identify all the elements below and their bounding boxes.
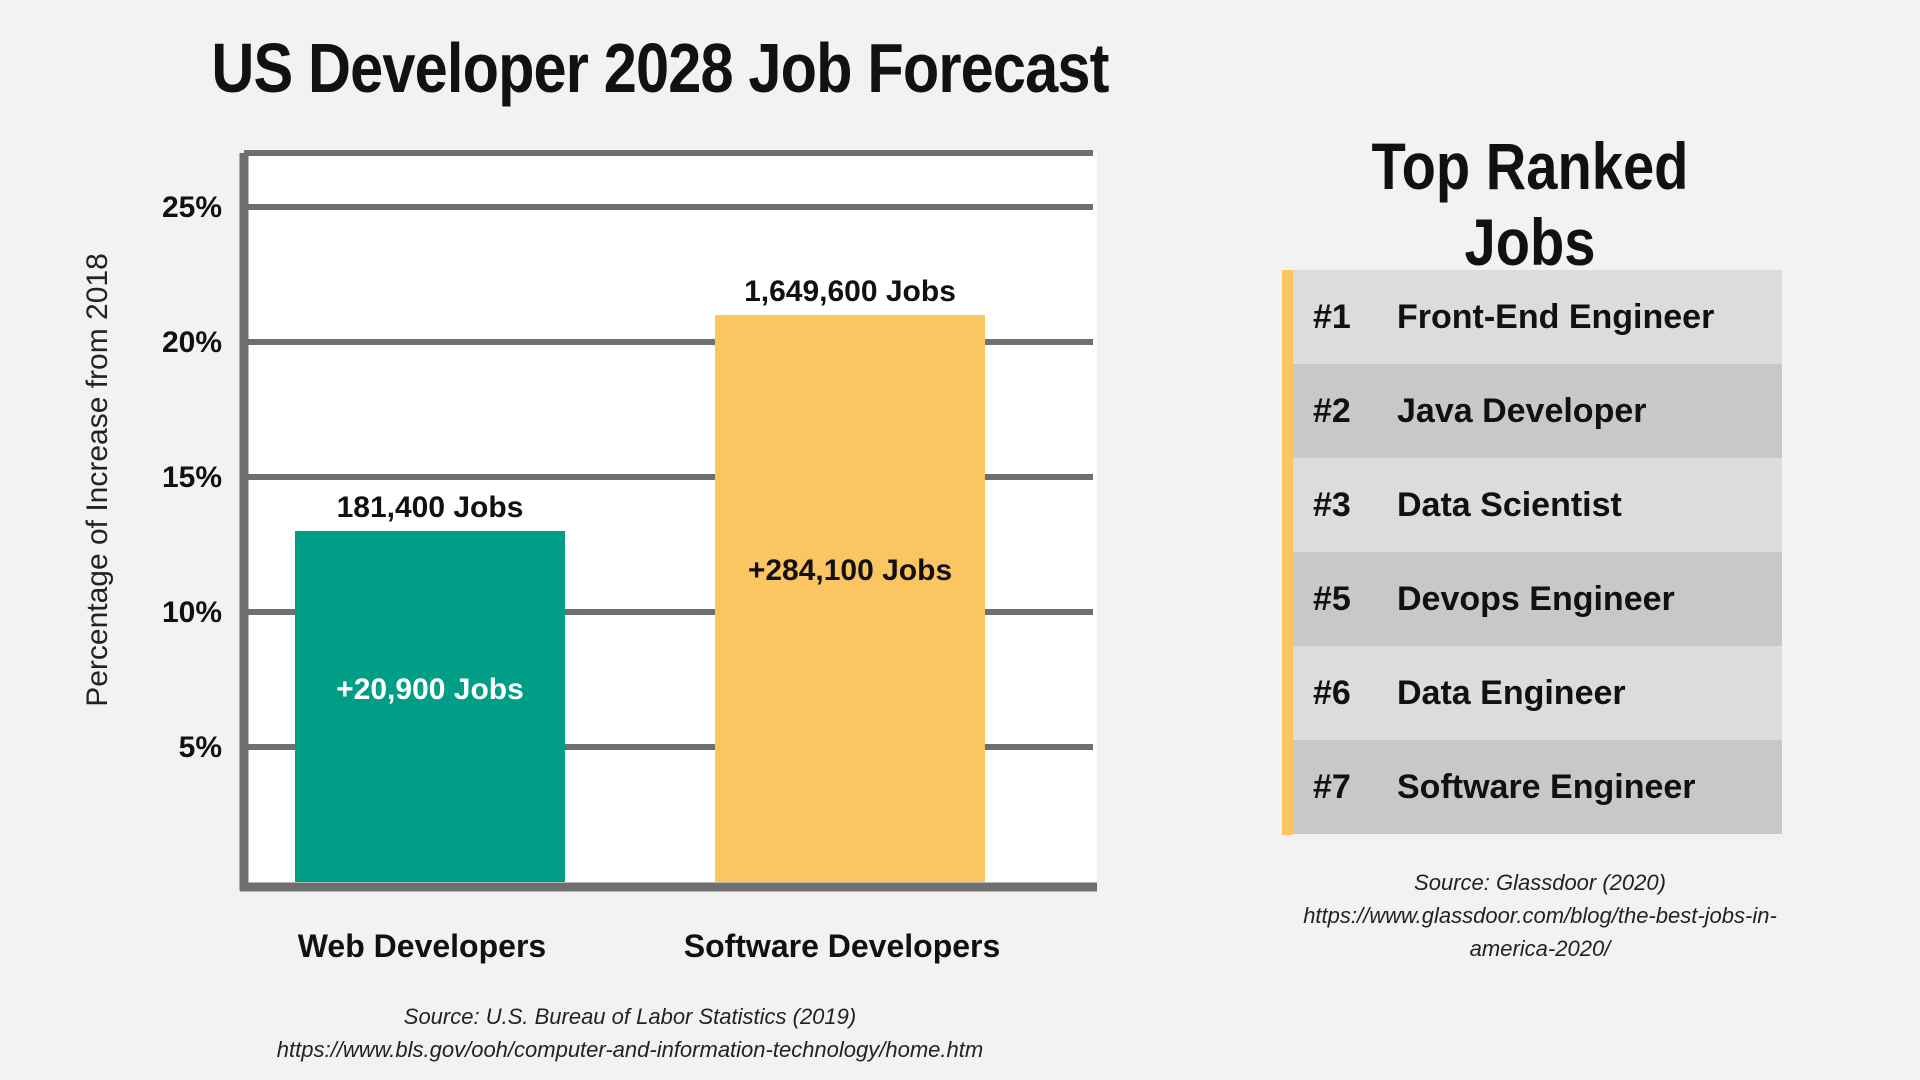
chart-source-line1: Source: U.S. Bureau of Labor Statistics … bbox=[403, 1004, 857, 1029]
ranking-number: #2 bbox=[1313, 391, 1351, 430]
ranking-source: Source: Glassdoor (2020) https://www.gla… bbox=[1260, 866, 1820, 965]
ranking-title: Top Ranked Jobs bbox=[1371, 129, 1689, 279]
ranking-job-title: Front-End Engineer bbox=[1397, 297, 1715, 336]
y-tick-label: 5% bbox=[179, 731, 222, 764]
bar-top-label: 181,400 Jobs bbox=[337, 491, 524, 524]
x-category-label: Web Developers bbox=[298, 928, 546, 964]
ranking-job-title: Java Developer bbox=[1397, 391, 1647, 430]
ranking-row: #2 Java Developer bbox=[1293, 364, 1782, 458]
chart-source-url: https://www.bls.gov/ooh/computer-and-inf… bbox=[276, 1037, 984, 1062]
ranking-row: #1 Front-End Engineer bbox=[1293, 270, 1782, 364]
ranking-source-url-line1: https://www.glassdoor.com/blog/the-best-… bbox=[1303, 903, 1777, 928]
y-tick-label: 10% bbox=[162, 596, 222, 629]
ranking-number: #3 bbox=[1313, 485, 1351, 524]
chart-source: Source: U.S. Bureau of Labor Statistics … bbox=[180, 1000, 1080, 1066]
ranking-row: #7 Software Engineer bbox=[1293, 740, 1782, 834]
y-tick-label: 20% bbox=[162, 326, 222, 359]
x-category-label: Software Developers bbox=[684, 928, 1001, 964]
ranking-number: #1 bbox=[1313, 297, 1351, 336]
ranking-row: #3 Data Scientist bbox=[1293, 458, 1782, 552]
ranking-row: #6 Data Engineer bbox=[1293, 646, 1782, 740]
chart-title: US Developer 2028 Job Forecast bbox=[211, 29, 1109, 107]
ranking-number: #6 bbox=[1313, 673, 1351, 712]
ranking-row: #5 Devops Engineer bbox=[1293, 552, 1782, 646]
ranking-source-line1: Source: Glassdoor (2020) bbox=[1414, 870, 1666, 895]
bar bbox=[715, 315, 985, 882]
ranking-source-url-line2: america-2020/ bbox=[1469, 936, 1611, 961]
ranking-job-title: Data Scientist bbox=[1397, 485, 1622, 524]
ranking-accent-bar bbox=[1282, 270, 1293, 835]
ranking-job-title: Software Engineer bbox=[1397, 767, 1696, 806]
ranking-job-title: Devops Engineer bbox=[1397, 579, 1675, 618]
bar-top-label: 1,649,600 Jobs bbox=[744, 275, 956, 308]
y-tick-label: 25% bbox=[162, 191, 222, 224]
ranking-number: #7 bbox=[1313, 767, 1351, 806]
y-axis-label-text: Percentage of Increase from 2018 bbox=[81, 253, 114, 707]
ranking-number: #5 bbox=[1313, 579, 1351, 618]
bar-inner-label: +284,100 Jobs bbox=[748, 554, 952, 587]
bar-inner-label: +20,900 Jobs bbox=[336, 673, 524, 706]
ranking-job-title: Data Engineer bbox=[1397, 673, 1626, 712]
y-tick-label: 15% bbox=[162, 461, 222, 494]
bar bbox=[295, 531, 565, 882]
